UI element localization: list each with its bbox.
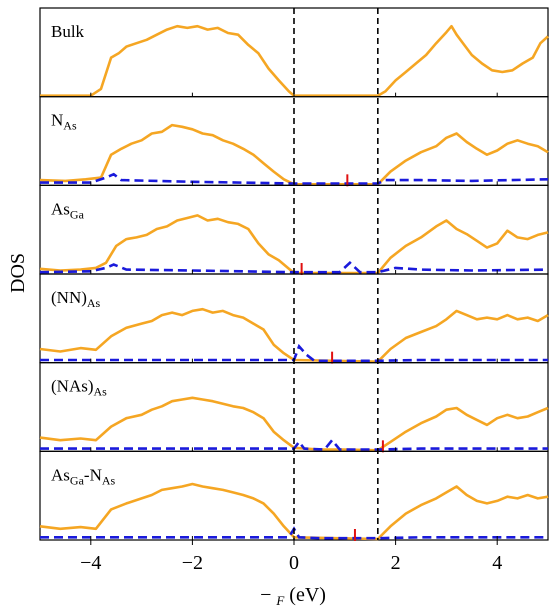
dos-panel: AsGa <box>39 184 549 275</box>
host-dos-line <box>39 482 549 541</box>
x-axis-label: − F (eV) <box>260 584 326 608</box>
impurity-dos-line <box>40 343 548 363</box>
host-dos-line <box>39 307 549 363</box>
impurity-dos-line <box>39 261 549 274</box>
panel-label-base: N <box>51 111 63 130</box>
panel-label: (NAs)As <box>51 377 107 399</box>
panel-label-base: (NAs) <box>51 377 94 396</box>
panel-label: (NN)As <box>51 288 101 310</box>
panel-label: NAs <box>51 111 77 133</box>
panel-label-subscript: As <box>87 296 101 310</box>
panel-label-subscript: Ga <box>70 207 85 221</box>
panel-label-base: As <box>51 465 70 484</box>
y-axis-label: DOS <box>7 253 29 293</box>
host-dos-line <box>40 24 549 97</box>
band-edge-lines <box>293 8 379 540</box>
panel-label-subscript: As <box>102 473 116 487</box>
panel-label-base: (NN) <box>51 288 87 307</box>
panel-label-base: Bulk <box>51 22 85 41</box>
panel-label: Bulk <box>51 22 85 41</box>
dos-panel: AsGa-NAs <box>39 450 549 541</box>
host-dos-line <box>39 123 549 186</box>
impurity-dos-line <box>40 438 548 451</box>
x-axis-label-sub: F <box>275 593 285 608</box>
x-tick-label: −2 <box>182 552 203 574</box>
x-tick-label: 4 <box>492 552 502 574</box>
panel-label-subscript: As <box>63 119 77 133</box>
x-tick-label: −4 <box>80 552 101 574</box>
impurity-dos-line <box>40 172 549 185</box>
panel-label-base: As <box>51 199 70 218</box>
panel-label-subscript: Ga <box>70 473 85 487</box>
x-axis: −4 −2 0 2 4 <box>80 540 502 574</box>
x-tick-label: 2 <box>391 552 401 574</box>
x-axis-label-main: − <box>260 584 276 606</box>
host-dos-line <box>39 396 549 452</box>
panel-label: AsGa <box>51 199 85 221</box>
x-axis-label-unit: (eV) <box>284 584 326 606</box>
host-dos-line <box>39 214 549 275</box>
panel-label: AsGa-NAs <box>51 465 116 487</box>
x-tick-label: 0 <box>289 552 299 574</box>
panel-label-subscript: As <box>94 385 108 399</box>
panel-label-tail: -N <box>84 465 102 484</box>
